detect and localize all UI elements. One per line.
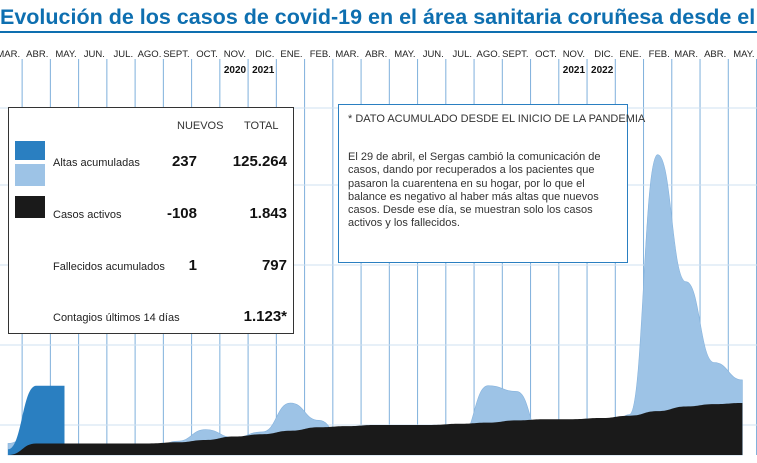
- legend-total-altas: 125.264: [232, 153, 287, 170]
- month-label: ENE.: [619, 49, 641, 60]
- month-label: ABR.: [365, 49, 387, 60]
- legend-total-fallecidos: 797: [261, 257, 287, 274]
- area-series: [7, 154, 743, 456]
- month-label: JUN.: [84, 49, 105, 60]
- year-label: 2022: [591, 65, 614, 76]
- series-fallecidos-acumulados: [8, 403, 743, 455]
- month-label: DIC.: [594, 49, 613, 60]
- legend-total-contagios: 1.123*: [243, 308, 287, 325]
- month-label: ENE.: [280, 49, 302, 60]
- legend-label-altas: Altas acumuladas: [53, 157, 140, 169]
- legend-panel: NUEVOS TOTAL Altas acumuladas 237 125.26…: [8, 107, 294, 334]
- month-label: AGO.: [138, 49, 162, 60]
- month-label: MAY.: [394, 49, 415, 60]
- title-rule: [0, 31, 757, 33]
- month-label: SEPT.: [163, 49, 189, 60]
- month-label: NOV.: [224, 49, 246, 60]
- month-label: MAY.: [733, 49, 754, 60]
- month-label: AGO.: [477, 49, 501, 60]
- altas-light-swatch: [15, 164, 45, 186]
- note-heading: * DATO ACUMULADO DESDE EL INICIO DE LA P…: [348, 113, 646, 125]
- altas-dark-swatch: [15, 141, 45, 160]
- month-labels: MAR. ABR. MAY. JUN. JUL. AGO. SEPT. OCT. NOV. DIC…: [0, 49, 755, 76]
- month-label: JUL.: [453, 49, 473, 60]
- year-label: 2021: [252, 65, 275, 76]
- year-label: 2021: [563, 65, 586, 76]
- legend-new-fallecidos: 1: [188, 257, 197, 274]
- legend-label-fallecidos: Fallecidos acumulados: [53, 261, 165, 273]
- month-label: OCT.: [196, 49, 218, 60]
- legend-label-contagios: Contagios últimos 14 días: [53, 312, 180, 324]
- month-label: MAY.: [55, 49, 76, 60]
- month-label: ABR.: [704, 49, 726, 60]
- month-label: JUN.: [423, 49, 444, 60]
- legend-new-altas: 237: [171, 153, 197, 170]
- note-panel: * DATO ACUMULADO DESDE EL INICIO DE LA P…: [338, 104, 645, 263]
- year-label: 2020: [224, 65, 247, 76]
- chart-title: Evolución de los casos de covid-19 en el…: [0, 5, 757, 29]
- note-body: El 29 de abril, el Sergas cambió la comu…: [348, 151, 601, 230]
- legend-label-activos: Casos activos: [53, 209, 122, 221]
- month-label: FEB.: [649, 49, 670, 60]
- month-label: ABR.: [26, 49, 48, 60]
- month-label: MAR.: [335, 49, 359, 60]
- month-label: MAR.: [0, 49, 20, 60]
- month-label: SEPT.: [502, 49, 528, 60]
- legend-new-activos: -108: [166, 205, 197, 222]
- legend-col-new: NUEVOS: [177, 120, 224, 132]
- month-label: NOV.: [563, 49, 585, 60]
- activos-swatch: [15, 196, 45, 218]
- series-altas-acumuladas: [8, 385, 65, 455]
- legend-total-activos: 1.843: [249, 205, 287, 222]
- month-label: JUL.: [114, 49, 134, 60]
- month-label: DIC.: [255, 49, 274, 60]
- legend-col-total: TOTAL: [244, 120, 279, 132]
- month-label: OCT.: [535, 49, 557, 60]
- month-label: FEB.: [310, 49, 331, 60]
- month-label: MAR.: [674, 49, 698, 60]
